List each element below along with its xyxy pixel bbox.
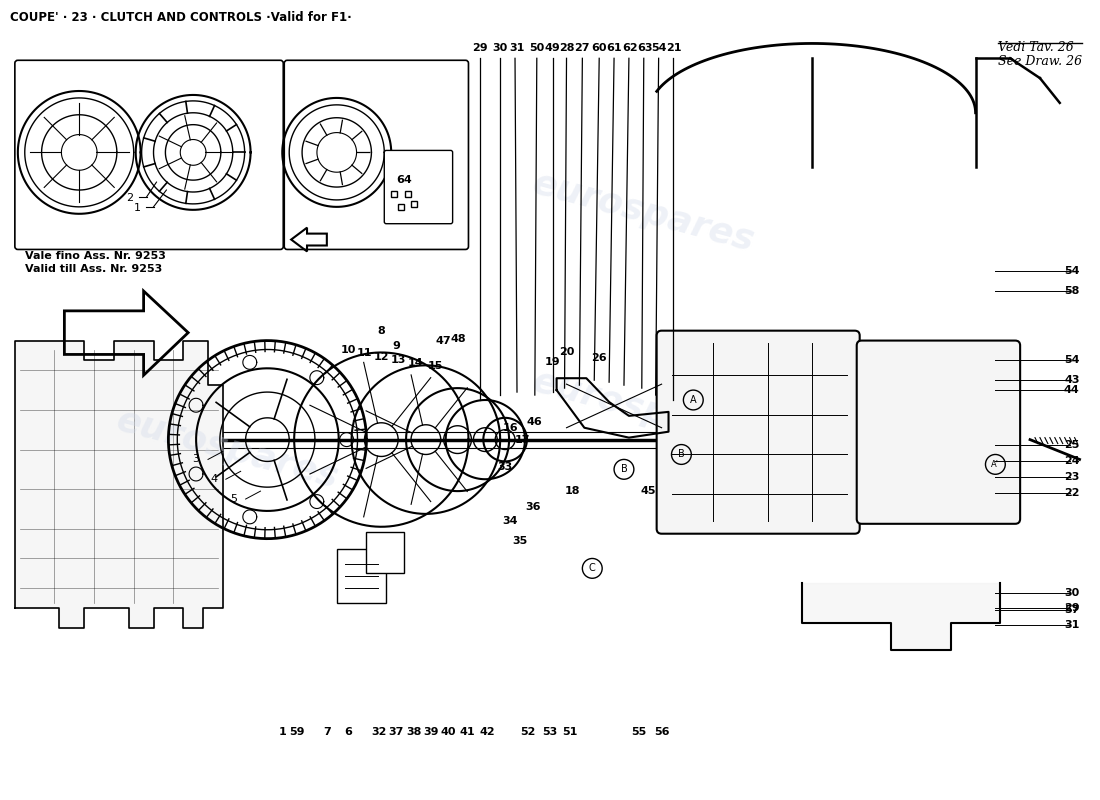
Text: 29: 29 — [1064, 603, 1079, 613]
Text: 20: 20 — [559, 347, 574, 358]
Text: 61: 61 — [606, 43, 621, 54]
Text: 51: 51 — [562, 727, 578, 737]
Text: 30: 30 — [493, 43, 508, 54]
Text: 60: 60 — [592, 43, 607, 54]
Text: Vale fino Ass. Nr. 9253: Vale fino Ass. Nr. 9253 — [25, 251, 166, 262]
Text: 43: 43 — [1064, 375, 1079, 385]
Text: 54: 54 — [1064, 266, 1079, 276]
Text: 38: 38 — [406, 727, 421, 737]
Text: 44: 44 — [1064, 385, 1079, 395]
Text: 63: 63 — [637, 43, 652, 54]
Text: 36: 36 — [525, 502, 540, 512]
FancyBboxPatch shape — [337, 549, 386, 603]
FancyBboxPatch shape — [657, 330, 860, 534]
Text: See Draw. 26: See Draw. 26 — [999, 55, 1082, 68]
Text: 40: 40 — [441, 727, 456, 737]
Text: 25: 25 — [1064, 439, 1079, 450]
Text: COUPE' · 23 · CLUTCH AND CONTROLS ·Valid for F1·: COUPE' · 23 · CLUTCH AND CONTROLS ·Valid… — [10, 10, 352, 24]
Text: 22: 22 — [1064, 488, 1079, 498]
Text: 7: 7 — [323, 727, 331, 737]
Text: 16: 16 — [503, 422, 518, 433]
Text: 17: 17 — [514, 434, 530, 445]
Text: 62: 62 — [623, 43, 638, 54]
Text: B: B — [678, 450, 685, 459]
Text: 32: 32 — [372, 727, 387, 737]
Text: 58: 58 — [1064, 286, 1079, 296]
Text: 4: 4 — [210, 474, 218, 484]
Text: Valid till Ass. Nr. 9253: Valid till Ass. Nr. 9253 — [25, 264, 162, 274]
Text: 33: 33 — [497, 462, 513, 472]
FancyBboxPatch shape — [857, 341, 1020, 524]
Text: Vedi Tav. 26: Vedi Tav. 26 — [999, 42, 1074, 54]
Text: 6: 6 — [344, 727, 353, 737]
Text: C: C — [588, 563, 595, 574]
Text: 55: 55 — [631, 727, 647, 737]
Text: 1: 1 — [278, 727, 286, 737]
Text: 31: 31 — [509, 43, 525, 54]
FancyBboxPatch shape — [15, 60, 284, 250]
Text: 37: 37 — [388, 727, 404, 737]
Polygon shape — [802, 583, 1000, 650]
Text: 5: 5 — [230, 494, 238, 504]
Text: 27: 27 — [574, 43, 590, 54]
Text: 35: 35 — [513, 536, 528, 546]
Text: 28: 28 — [559, 43, 574, 54]
Text: 12: 12 — [374, 353, 389, 362]
Text: 42: 42 — [480, 727, 495, 737]
Text: 34: 34 — [503, 516, 518, 526]
Text: 47: 47 — [436, 335, 451, 346]
Text: 45: 45 — [641, 486, 657, 496]
Text: 50: 50 — [529, 43, 544, 54]
Text: 59: 59 — [289, 727, 305, 737]
Text: A: A — [690, 395, 696, 405]
Text: 18: 18 — [564, 486, 580, 496]
Text: 10: 10 — [341, 346, 356, 355]
Text: 41: 41 — [460, 727, 475, 737]
Text: 2: 2 — [126, 193, 134, 203]
Text: 15: 15 — [428, 362, 443, 371]
Text: 24: 24 — [1064, 457, 1079, 466]
Text: 9: 9 — [393, 341, 400, 350]
Text: 1: 1 — [133, 203, 141, 213]
Text: eurospares: eurospares — [529, 364, 759, 456]
Text: 56: 56 — [653, 727, 670, 737]
Text: 54: 54 — [651, 43, 667, 54]
Text: 29: 29 — [473, 43, 488, 54]
Polygon shape — [15, 341, 223, 628]
Text: 11: 11 — [356, 349, 372, 358]
Text: B: B — [620, 464, 627, 474]
FancyBboxPatch shape — [284, 60, 469, 250]
Text: A': A' — [991, 460, 1000, 469]
Text: 49: 49 — [544, 43, 561, 54]
Text: 30: 30 — [1065, 588, 1079, 598]
Text: 53: 53 — [542, 727, 558, 737]
FancyBboxPatch shape — [366, 532, 404, 574]
Text: 54: 54 — [1064, 355, 1079, 366]
Text: 23: 23 — [1064, 472, 1079, 482]
Text: 31: 31 — [1064, 620, 1079, 630]
Text: 19: 19 — [544, 358, 561, 367]
Text: 46: 46 — [527, 417, 542, 426]
Text: 21: 21 — [666, 43, 681, 54]
Text: 48: 48 — [451, 334, 466, 343]
Text: 8: 8 — [377, 326, 385, 336]
Text: 52: 52 — [520, 727, 536, 737]
Text: 13: 13 — [390, 355, 406, 366]
Text: 26: 26 — [592, 354, 607, 363]
FancyBboxPatch shape — [384, 150, 452, 224]
Text: 3: 3 — [192, 454, 199, 465]
Text: 57: 57 — [1064, 605, 1079, 615]
Text: eurospares: eurospares — [529, 166, 759, 258]
Text: eurospares: eurospares — [113, 403, 342, 495]
Text: 14: 14 — [408, 358, 424, 368]
Text: 64: 64 — [396, 175, 412, 185]
Text: 39: 39 — [424, 727, 439, 737]
